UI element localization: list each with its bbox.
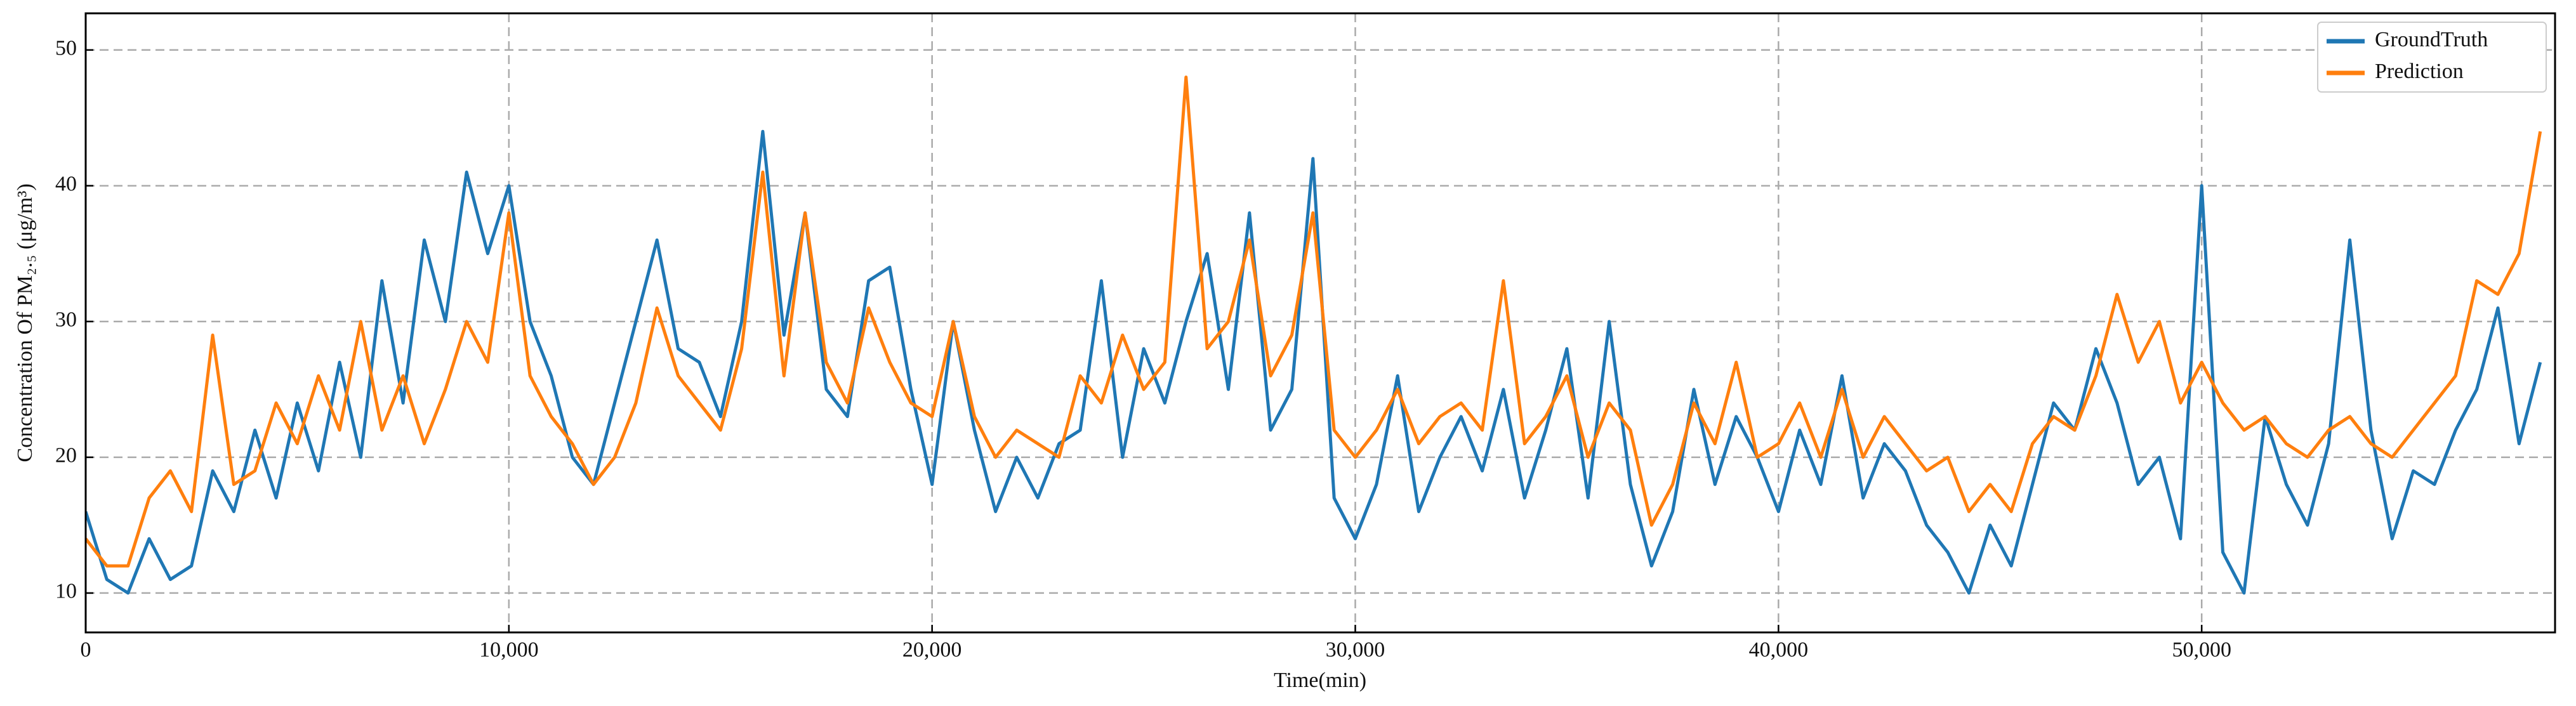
legend-label: Prediction [2375,60,2464,83]
y-axis-label: Concentration Of PM₂.₅ (μg/m³) [13,183,37,462]
x-tick-label: 50,000 [2172,638,2231,662]
legend-box [2317,22,2547,93]
legend: GroundTruth Prediction [2317,22,2547,93]
y-tick-label: 20 [55,444,77,467]
x-tick-label: 10,000 [479,638,539,662]
y-tick-label: 30 [55,308,77,332]
y-tick-label: 10 [55,580,77,603]
x-tick-label: 30,000 [1326,638,1385,662]
x-tick-label: 20,000 [902,638,962,662]
x-tick-label: 40,000 [1749,638,1809,662]
x-axis-label: Time(min) [1274,669,1366,692]
x-tick-label: 0 [81,638,91,662]
y-tick-label: 40 [55,173,77,196]
data-line [86,129,2542,595]
legend-label: GroundTruth [2375,28,2488,51]
plot-frame [84,12,2556,634]
data-line [86,75,2542,568]
y-tick-label: 50 [55,37,77,60]
